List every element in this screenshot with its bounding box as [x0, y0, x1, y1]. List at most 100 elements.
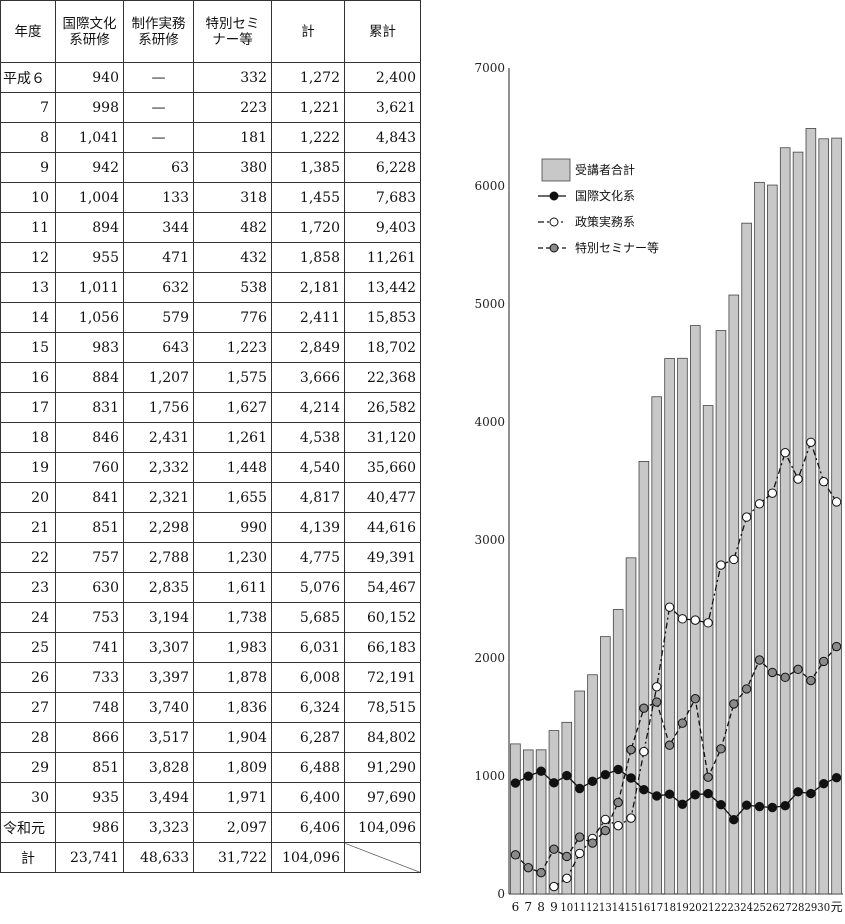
- series-point: [523, 771, 533, 781]
- value-cell: 6,228: [344, 152, 421, 183]
- year-cell: 26: [0, 662, 56, 693]
- value-cell: 851: [55, 752, 124, 783]
- series-point: [587, 838, 598, 848]
- x-tick-label: 17: [650, 901, 663, 914]
- year-cell: 29: [0, 752, 56, 783]
- series-point: [754, 499, 765, 509]
- bar: [728, 294, 740, 895]
- year-cell: 7: [0, 92, 56, 123]
- bar: [664, 358, 675, 895]
- x-tick-label: 元: [831, 900, 843, 914]
- table-row: 15 983 643 1,223 2,849 18,702: [0, 332, 421, 363]
- table-row: 25 741 3,307 1,983 6,031 66,183: [0, 632, 421, 663]
- year-cell: 計: [0, 842, 56, 873]
- series-point: [613, 764, 623, 775]
- series-point: [587, 776, 598, 787]
- x-tick-label: 13: [599, 901, 612, 914]
- value-cell: 48,633: [123, 842, 194, 873]
- year-cell: 28: [0, 722, 56, 753]
- value-cell: 983: [55, 332, 124, 363]
- header-text-line: 国際文化: [62, 15, 117, 32]
- series-point: [831, 772, 842, 783]
- value-cell: —: [123, 62, 194, 93]
- value-cell: 760: [55, 452, 124, 483]
- legend-marker: [549, 217, 559, 227]
- table-row: 27 748 3,740 1,836 6,324 78,515: [0, 692, 421, 723]
- value-cell: 1,056: [55, 302, 124, 333]
- bar: [535, 749, 547, 895]
- value-cell: 1,011: [55, 272, 124, 303]
- table-row: 23 630 2,835 1,611 5,076 54,467: [0, 572, 421, 603]
- table-row: 19 760 2,332 1,448 4,540 35,660: [0, 452, 421, 483]
- series-point: [510, 778, 521, 788]
- series-point: [690, 694, 700, 704]
- value-cell: 1,858: [271, 242, 345, 273]
- table-row: 令和元 986 3,323 2,097 6,406 104,096: [0, 812, 421, 843]
- bar: [702, 405, 714, 895]
- value-cell: 60,152: [344, 602, 421, 633]
- bar: [677, 357, 688, 895]
- x-tick-label: 9: [550, 900, 558, 914]
- value-cell: 97,690: [344, 782, 421, 813]
- value-cell: 2,097: [193, 812, 272, 843]
- series-point: [729, 699, 739, 709]
- value-cell: 4,540: [271, 452, 345, 483]
- bar: [612, 609, 624, 895]
- series-point: [626, 744, 636, 755]
- value-cell: 1,983: [193, 632, 272, 663]
- x-tick-label: 25: [753, 901, 766, 914]
- table-row: 28 866 3,517 1,904 6,287 84,802: [0, 722, 421, 753]
- value-cell: 6,324: [271, 692, 345, 723]
- value-cell: 7,683: [344, 182, 421, 213]
- value-cell: 2,181: [271, 272, 345, 303]
- year-cell: 16: [0, 362, 56, 393]
- header-total: 計: [271, 0, 345, 63]
- value-cell: 1,207: [123, 362, 194, 393]
- series-point: [574, 832, 585, 842]
- x-tick-label: 16: [637, 901, 650, 914]
- series-point: [780, 801, 790, 811]
- diagonal-empty-cell: [344, 842, 421, 873]
- year-cell: 10: [0, 182, 56, 213]
- series-point: [652, 682, 662, 692]
- series-point: [819, 477, 829, 487]
- table-row: 18 846 2,431 1,261 4,538 31,120: [0, 422, 421, 453]
- header-text-line: 特別セミ: [205, 15, 260, 32]
- value-cell: 6,008: [271, 662, 345, 693]
- year-cell: 8: [0, 122, 56, 153]
- series-point: [639, 703, 649, 713]
- value-cell: 1,222: [271, 122, 345, 153]
- value-cell: 2,321: [123, 482, 194, 513]
- series-point: [703, 772, 713, 782]
- table-row: 12 955 471 432 1,858 11,261: [0, 242, 421, 273]
- x-tick-label: 7: [524, 900, 532, 914]
- table-row: 26 733 3,397 1,878 6,008 72,191: [0, 662, 421, 693]
- header-special-seminar: 特別セミ ナー等: [193, 0, 272, 63]
- series-point: [806, 788, 816, 799]
- header-text-line: 系研修: [138, 31, 179, 48]
- series-point: [767, 802, 778, 813]
- value-cell: 133: [123, 182, 194, 213]
- series-point: [806, 675, 816, 686]
- series-point: [510, 850, 521, 860]
- header-text-line: ナー等: [212, 31, 253, 48]
- series-point: [793, 664, 803, 675]
- year-cell: 21: [0, 512, 56, 543]
- y-tick-label: 5000: [474, 297, 505, 311]
- table-row: 9 942 63 380 1,385 6,228: [0, 152, 421, 183]
- bar: [561, 721, 573, 895]
- value-cell: 11,261: [344, 242, 421, 273]
- x-tick-label: 26: [766, 901, 779, 914]
- value-cell: 1,878: [193, 662, 272, 693]
- bar: [779, 147, 791, 895]
- y-tick-label: 2000: [474, 651, 505, 665]
- value-cell: 846: [55, 422, 124, 453]
- header-year: 年度: [0, 0, 56, 63]
- legend-marker: [549, 191, 559, 201]
- series-point: [716, 560, 726, 570]
- value-cell: 482: [193, 212, 272, 243]
- x-tick-label: 28: [792, 901, 805, 914]
- x-tick-label: 15: [625, 901, 638, 914]
- value-cell: 18,702: [344, 332, 421, 363]
- value-cell: 866: [55, 722, 124, 753]
